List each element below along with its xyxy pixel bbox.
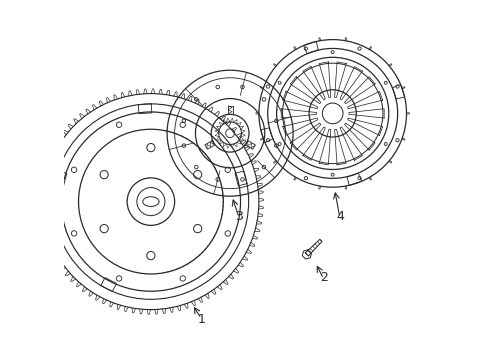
Text: 2: 2	[319, 271, 327, 284]
Text: 3: 3	[235, 210, 243, 223]
Text: 1: 1	[197, 313, 205, 326]
Text: 4: 4	[335, 210, 343, 223]
